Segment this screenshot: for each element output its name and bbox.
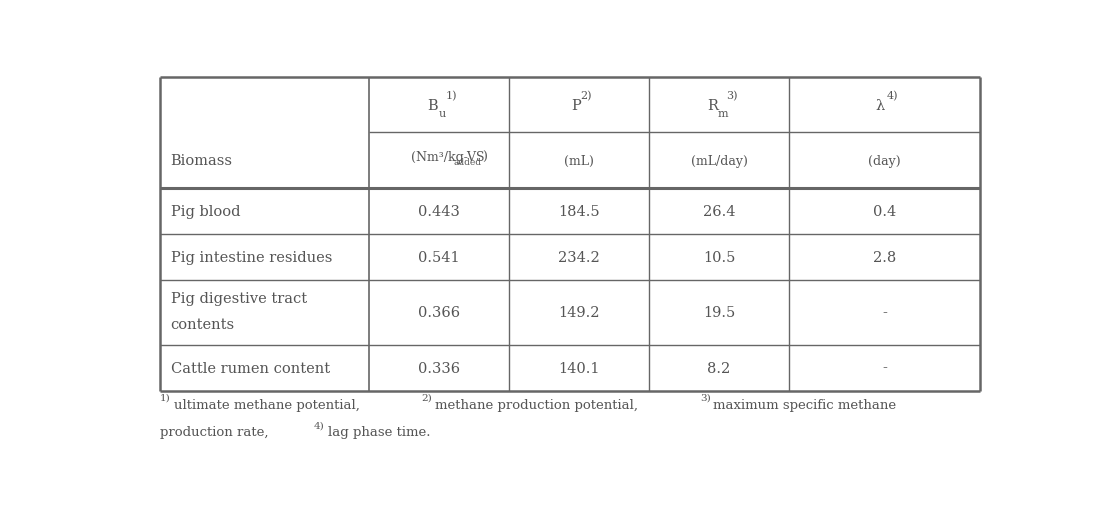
Text: contents: contents: [171, 317, 234, 331]
Text: 140.1: 140.1: [558, 361, 599, 375]
Text: added: added: [454, 158, 482, 167]
Text: P: P: [572, 98, 581, 112]
Text: 26.4: 26.4: [703, 205, 735, 219]
Text: Pig digestive tract: Pig digestive tract: [171, 292, 306, 306]
Text: 0.4: 0.4: [872, 205, 896, 219]
Text: 1): 1): [160, 393, 171, 402]
Text: 184.5: 184.5: [558, 205, 599, 219]
Text: 2): 2): [422, 393, 432, 402]
Text: R: R: [707, 98, 718, 112]
Text: 4): 4): [887, 90, 898, 100]
Text: m: m: [717, 109, 728, 119]
Text: 10.5: 10.5: [703, 251, 735, 265]
Text: 4): 4): [314, 421, 325, 429]
Text: ultimate methane potential,: ultimate methane potential,: [174, 398, 369, 411]
Text: Cattle rumen content: Cattle rumen content: [171, 361, 330, 375]
Text: 3): 3): [700, 393, 710, 402]
Text: maximum specific methane: maximum specific methane: [714, 398, 897, 411]
Text: 1): 1): [445, 90, 457, 100]
Text: 2): 2): [579, 90, 592, 100]
Text: λ: λ: [876, 98, 885, 112]
Text: (mL): (mL): [564, 154, 594, 167]
Text: -: -: [882, 306, 887, 320]
Text: 0.443: 0.443: [418, 205, 460, 219]
Text: Pig blood: Pig blood: [171, 205, 240, 219]
Text: Biomass: Biomass: [171, 154, 233, 168]
Text: u: u: [438, 109, 446, 119]
Text: methane production potential,: methane production potential,: [435, 398, 646, 411]
Text: 8.2: 8.2: [707, 361, 730, 375]
Text: 149.2: 149.2: [558, 306, 599, 320]
Text: lag phase time.: lag phase time.: [327, 426, 430, 438]
Text: 234.2: 234.2: [558, 251, 599, 265]
Text: Pig intestine residues: Pig intestine residues: [171, 251, 332, 265]
Text: (day): (day): [868, 154, 901, 167]
Text: 2.8: 2.8: [872, 251, 896, 265]
Text: 19.5: 19.5: [703, 306, 735, 320]
Text: (Nm³/kg-VS: (Nm³/kg-VS: [412, 150, 485, 163]
Text: -: -: [882, 361, 887, 375]
Text: 0.366: 0.366: [417, 306, 460, 320]
Text: 3): 3): [726, 90, 738, 100]
Text: 0.541: 0.541: [418, 251, 460, 265]
Text: (mL/day): (mL/day): [690, 154, 747, 167]
Text: 0.336: 0.336: [417, 361, 460, 375]
Text: production rate,: production rate,: [160, 426, 278, 438]
Text: ): ): [482, 150, 487, 163]
Text: B: B: [427, 98, 438, 112]
